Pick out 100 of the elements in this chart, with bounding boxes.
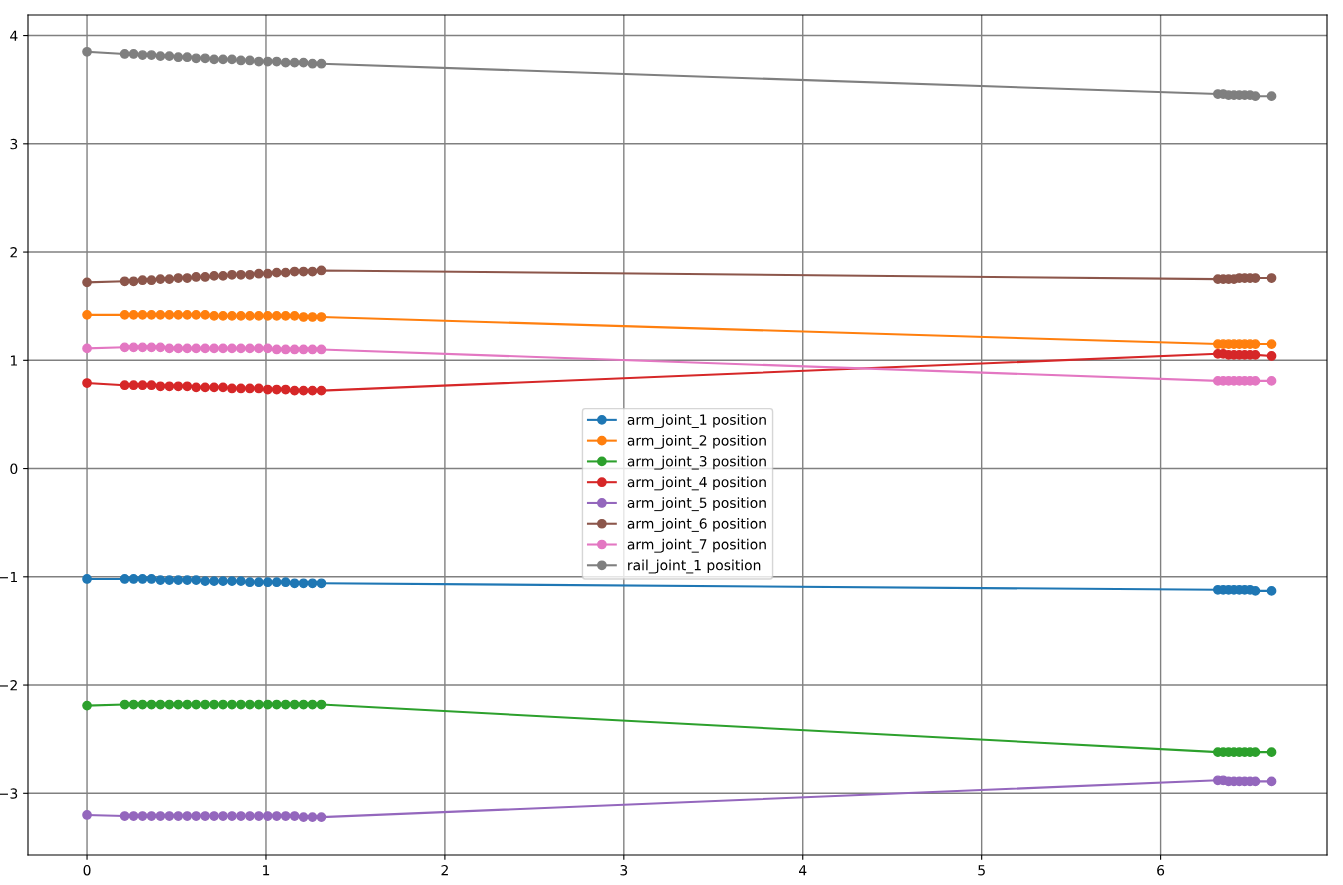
point	[191, 272, 202, 282]
point	[82, 277, 92, 288]
point	[173, 699, 184, 710]
point	[253, 811, 264, 821]
point	[298, 344, 309, 355]
point	[307, 58, 318, 69]
point	[82, 574, 92, 584]
point	[128, 811, 139, 821]
point	[271, 577, 282, 588]
point	[146, 574, 157, 584]
x-tick-label: 0	[83, 864, 91, 876]
point	[289, 385, 300, 396]
point	[262, 268, 273, 279]
point	[146, 275, 157, 286]
point	[137, 574, 148, 584]
point	[164, 381, 175, 392]
point	[173, 381, 184, 392]
point	[289, 344, 300, 355]
point	[119, 574, 130, 584]
point	[191, 575, 202, 585]
y-tick-label: −1	[0, 571, 17, 583]
legend-label: arm_joint_2 position	[627, 434, 766, 449]
y-tick-label: 2	[10, 247, 17, 258]
point	[182, 273, 193, 283]
point	[128, 276, 139, 287]
point	[271, 699, 282, 710]
point	[200, 382, 210, 393]
point	[218, 382, 228, 393]
point	[298, 812, 309, 822]
point	[227, 343, 237, 354]
point	[191, 309, 202, 320]
point	[298, 699, 309, 710]
point	[298, 57, 309, 68]
point	[271, 56, 282, 67]
point	[1266, 747, 1277, 758]
point	[82, 810, 92, 820]
point	[245, 55, 255, 66]
point	[236, 576, 246, 586]
point	[307, 385, 318, 396]
point	[119, 276, 130, 287]
point	[209, 576, 219, 586]
x-tick-label: 6	[1157, 864, 1165, 876]
point	[218, 271, 228, 281]
point	[280, 311, 291, 321]
point	[137, 309, 148, 320]
point	[173, 309, 184, 320]
point	[280, 344, 291, 355]
point	[262, 56, 273, 67]
point	[209, 54, 219, 65]
point	[316, 58, 327, 69]
point	[289, 811, 300, 821]
point	[119, 811, 130, 821]
point	[173, 52, 184, 63]
point	[316, 812, 327, 822]
point	[227, 699, 237, 710]
point	[236, 343, 246, 354]
point	[289, 266, 300, 277]
y-tick-label: −2	[0, 680, 17, 691]
point	[236, 55, 246, 66]
point	[262, 699, 273, 710]
point	[253, 311, 264, 321]
point	[146, 342, 157, 353]
point	[164, 51, 175, 61]
point	[191, 699, 202, 710]
point	[316, 344, 327, 355]
point	[280, 811, 291, 821]
point	[119, 49, 130, 59]
point	[289, 57, 300, 68]
point	[209, 382, 219, 393]
point	[1266, 91, 1277, 102]
point	[316, 265, 327, 276]
y-tick-label: 1	[10, 355, 17, 366]
point	[164, 309, 175, 320]
point	[298, 385, 309, 396]
point	[155, 381, 166, 392]
point	[245, 699, 255, 710]
point	[146, 380, 157, 391]
point	[182, 343, 193, 354]
point	[182, 52, 193, 63]
point	[245, 383, 255, 394]
point	[1266, 351, 1277, 361]
point	[119, 380, 130, 391]
point	[271, 267, 282, 278]
point	[218, 54, 228, 65]
x-tick-label: 2	[441, 864, 448, 876]
point	[173, 273, 184, 283]
point	[182, 309, 193, 320]
point	[298, 312, 309, 322]
point	[227, 54, 237, 65]
point	[200, 811, 210, 821]
y-tick-label: −3	[0, 788, 18, 799]
point	[236, 311, 246, 321]
point	[307, 266, 318, 277]
x-tick-label: 5	[978, 865, 985, 876]
point	[191, 53, 202, 64]
point	[191, 343, 202, 354]
point	[280, 267, 291, 278]
point	[253, 343, 264, 354]
point	[137, 699, 148, 710]
point	[146, 50, 157, 60]
